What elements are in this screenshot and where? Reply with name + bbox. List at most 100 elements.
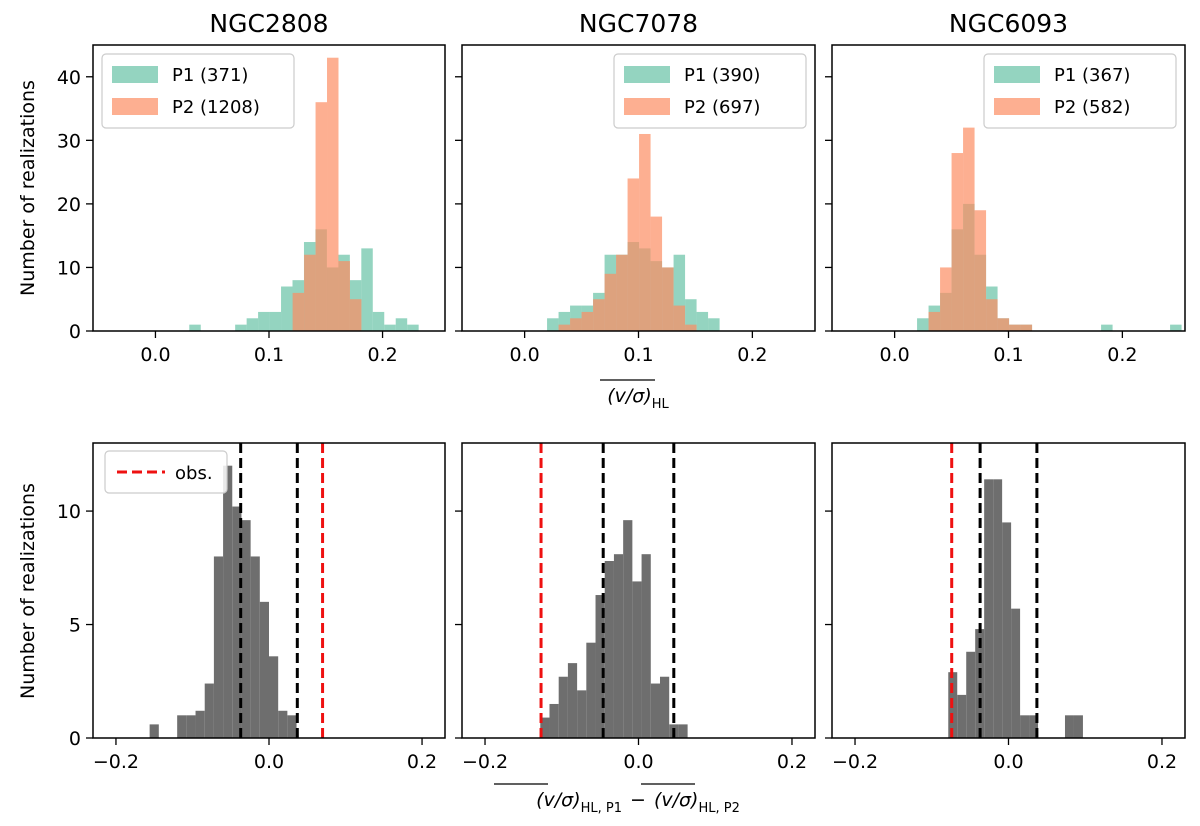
bar-p2-2 [315, 102, 328, 331]
y-tick-label: 5 [69, 615, 81, 637]
bar-diff-5 [993, 479, 1003, 738]
bar-diff-7 [604, 561, 614, 738]
y-tick-label: 0 [69, 728, 81, 750]
bar-diff-5 [195, 710, 205, 738]
bar-p2-1 [940, 267, 952, 331]
bar-p1-19 [407, 324, 419, 331]
bar-diff-5 [586, 642, 596, 738]
x-tick-label: 0.0 [254, 751, 284, 773]
bar-p1-18 [395, 318, 408, 331]
legend-label-obs: obs. [175, 463, 213, 484]
legend-swatch-p1 [994, 66, 1040, 83]
bar-p1-22 [1170, 324, 1182, 331]
bar-diff-15 [678, 724, 688, 738]
bar-diff-0 [540, 717, 550, 738]
bar-p1-7 [269, 311, 282, 331]
y-tick-label: 30 [57, 130, 81, 152]
bar-p1-0 [547, 318, 559, 331]
x-axis-label-bottom-xlabel-b-main: (v/σ) [654, 789, 699, 811]
panel-title: NGC7078 [579, 9, 698, 38]
bar-p2-11 [685, 324, 697, 331]
bar-diff-15 [287, 715, 297, 738]
bar-diff-9 [623, 520, 633, 738]
legend: P1 (371) P2 (1208) [101, 53, 295, 129]
bar-p2-7 [639, 133, 651, 331]
bar-p2-5 [349, 299, 362, 331]
bar-diff-2 [966, 651, 976, 738]
bar-diff-10 [632, 581, 642, 738]
bar-diff-3 [567, 663, 578, 738]
legend-label-p2: P2 (582) [1054, 97, 1130, 118]
x-axis-label-top-main: (v/σ) [607, 385, 652, 407]
bar-p2-2 [951, 153, 964, 331]
bar-diff-3 [177, 715, 187, 738]
x-tick-label: 0.2 [367, 344, 397, 366]
x-tick-label: 0.0 [140, 344, 170, 366]
bar-diff-6 [204, 683, 214, 738]
bar-diff-8 [613, 554, 624, 738]
x-tick-label: 0.2 [407, 751, 437, 773]
bar-diff-1 [957, 694, 967, 738]
legend-swatch-p2 [624, 98, 670, 115]
bar-diff-4 [984, 479, 994, 738]
bar-p1-11 [673, 254, 686, 331]
panel-bottom-ngc7078: −0.2 0.0 0.2 [455, 442, 816, 773]
bar-p2-5 [986, 299, 998, 331]
x-tick-label: 0.1 [254, 344, 284, 366]
bar-p2-6 [997, 318, 1010, 331]
bar-p1-2 [570, 305, 582, 331]
bar-p1-14 [708, 318, 720, 331]
bar-p2-6 [627, 178, 640, 331]
legend-label-p2: P2 (697) [684, 97, 760, 118]
legend-swatch-p1 [624, 66, 670, 83]
x-axis-label-bottom: (v/σ)HL, P1− (v/σ)HL, P2 [536, 789, 740, 816]
bar-diff-4 [186, 715, 196, 738]
bar-p1-17 [384, 324, 396, 331]
bar-diff-11 [641, 554, 651, 738]
legend-label-p1: P1 (390) [684, 65, 760, 86]
bar-p1-5 [246, 318, 259, 331]
bar-diff-14 [278, 710, 288, 738]
bar-diff-14 [1073, 715, 1083, 738]
bar-p2-7 [1009, 324, 1021, 331]
y-tick-label: 0 [69, 321, 81, 343]
x-axis-label-top-sub: HL [652, 397, 670, 412]
x-tick-label: 0.2 [737, 344, 767, 366]
x-tick-label: −0.2 [93, 751, 139, 773]
bar-p1-0 [189, 324, 201, 331]
y-tick-label: 20 [57, 194, 81, 216]
x-tick-label: 0.2 [777, 751, 807, 773]
bar-p2-4 [604, 273, 617, 331]
bar-p2-5 [616, 254, 628, 331]
x-tick-label: 0.2 [1107, 344, 1137, 366]
panel-top-ngc2808: 0.0 0.1 0.2 0 10 20 30 40 NGC2808 P1 (371) P2 (120… [57, 9, 446, 366]
bar-p2-8 [1020, 324, 1033, 331]
bar-diff-8 [223, 465, 233, 738]
x-tick-label: 0.0 [880, 344, 910, 366]
bar-p1-8 [281, 286, 293, 331]
bar-p2-0 [928, 311, 941, 331]
bar-p2-3 [327, 57, 339, 332]
x-tick-label: 0.0 [623, 751, 653, 773]
bar-diff-4 [577, 690, 587, 738]
legend-label-p1: P1 (371) [172, 65, 248, 86]
bar-p2-1 [570, 318, 582, 331]
bar-diff-13 [659, 676, 670, 738]
x-tick-label: 0.1 [623, 344, 653, 366]
panel-top-ngc6093: 0.0 0.1 0.2 NGC6093 P1 (367) P2 (582) [825, 9, 1186, 366]
bar-p2-4 [338, 261, 350, 331]
y-tick-label: 40 [57, 67, 81, 89]
bar-p1-0 [917, 318, 929, 331]
legend-label-p1: P1 (367) [1054, 65, 1130, 86]
panel-title: NGC6093 [949, 9, 1068, 38]
bar-p1-16 [1101, 324, 1113, 331]
x-tick-label: 0.0 [993, 751, 1023, 773]
bar-diff-7 [1011, 608, 1021, 738]
panel-bottom-ngc6093: −0.2 0.0 0.2 [825, 442, 1186, 773]
bar-diff-9 [232, 506, 242, 738]
panel-bottom-ngc2808: −0.2 0.0 0.2 0 5 10 obs. [57, 442, 446, 773]
legend-swatch-p2 [112, 98, 158, 115]
bar-p2-4 [974, 210, 987, 331]
bar-p2-0 [292, 292, 305, 331]
